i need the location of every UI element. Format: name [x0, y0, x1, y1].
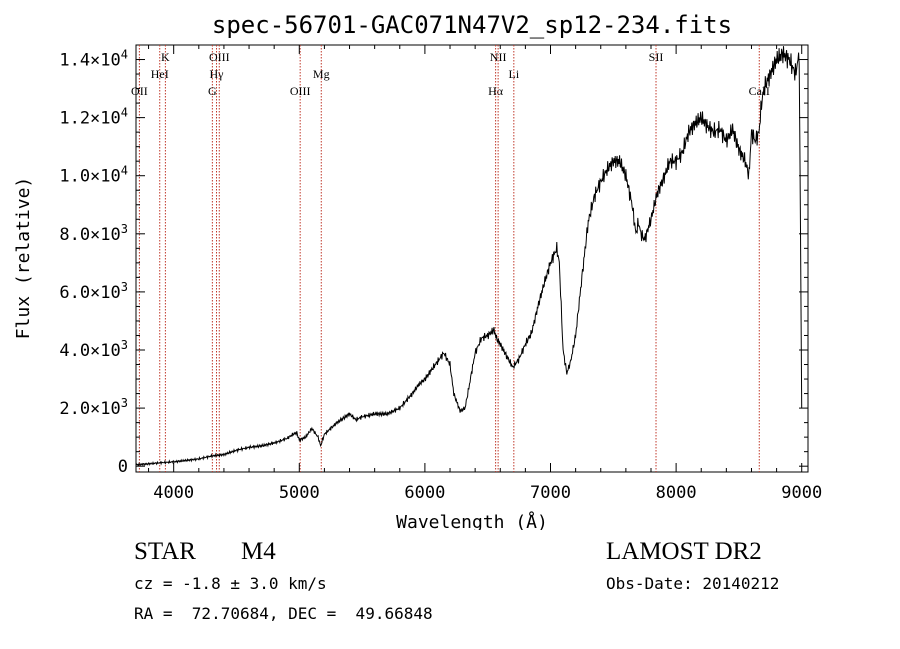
spectrum-chart: spec-56701-GAC071N47V2_sp12-234.fits Flu…: [13, 11, 822, 530]
spectral-line-label: SII: [649, 50, 664, 64]
spectral-line-label: HeI: [151, 67, 169, 81]
y-tick-label: 0: [118, 457, 128, 477]
x-tick-label: 8000: [656, 483, 697, 503]
y-tick-label: 1.4×104: [59, 48, 128, 71]
y-tick-label: 6.0×103: [59, 280, 128, 303]
spectral-line-label: OIII: [209, 50, 230, 64]
y-axis-ticks: 0 2.0×103 4.0×103 6.0×103 8.0×103 1.0×104 1.2×…: [59, 48, 808, 477]
y-axis-label: Flux (relative): [13, 177, 34, 340]
y-tick-label: 1.2×104: [59, 106, 128, 129]
object-type: STAR: [134, 538, 196, 565]
spectral-line-label: Li: [508, 67, 519, 81]
spectral-line-label: Mg: [313, 67, 330, 81]
y-tick-label: 8.0×103: [59, 222, 128, 245]
spectral-line-label: OII: [131, 84, 148, 98]
y-tick-label: 4.0×103: [59, 338, 128, 361]
y-tick-label: 2.0×103: [59, 396, 128, 419]
x-tick-label: 7000: [530, 483, 571, 503]
obs-date: Obs-Date: 20140212: [606, 574, 780, 593]
spectrum-line: [135, 46, 803, 467]
coordinates-text: RA = 72.70684, DEC = 49.66848: [134, 604, 433, 623]
spectral-line-label: G: [208, 84, 217, 98]
redshift-text: cz = -1.8 ± 3.0 km/s: [134, 574, 327, 593]
x-axis-label: Wavelength (Å): [396, 511, 548, 530]
y-tick-label: 1.0×104: [59, 164, 128, 187]
spectral-line-label: OIII: [290, 84, 311, 98]
survey-name: LAMOST DR2: [606, 538, 762, 565]
x-tick-label: 4000: [153, 483, 194, 503]
x-tick-label: 9000: [781, 483, 822, 503]
spectral-line-label: NII: [490, 50, 507, 64]
x-tick-label: 6000: [404, 483, 445, 503]
spectral-line-label: Hγ: [210, 67, 225, 81]
x-axis-ticks: 4000 5000 6000 7000 8000 9000: [148, 45, 822, 503]
spectral-line-label: K: [161, 50, 170, 64]
spectral-line-label: Hα: [488, 84, 504, 98]
plot-frame: [135, 44, 809, 473]
chart-title: spec-56701-GAC071N47V2_sp12-234.fits: [212, 11, 732, 39]
x-tick-label: 5000: [279, 483, 320, 503]
object-subclass: M4: [241, 538, 276, 565]
